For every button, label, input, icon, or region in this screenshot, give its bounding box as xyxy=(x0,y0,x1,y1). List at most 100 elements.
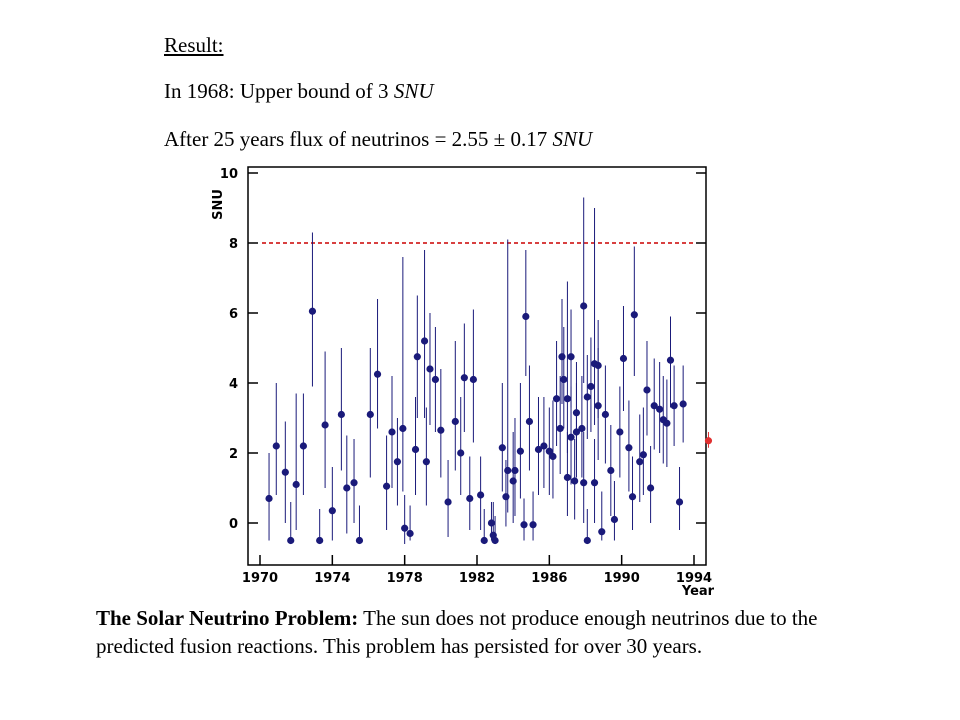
caption: The Solar Neutrino Problem: The sun does… xyxy=(96,604,836,660)
y-tick-label: 4 xyxy=(229,377,238,392)
data-point xyxy=(525,417,534,426)
data-point xyxy=(504,466,512,475)
data-point xyxy=(437,426,445,434)
data-point xyxy=(567,433,575,441)
x-tick-label: 1982 xyxy=(459,571,495,586)
y-tick-label: 0 xyxy=(229,517,238,532)
data-point xyxy=(670,402,678,410)
data-point xyxy=(343,484,351,492)
y-axis-label: SNU xyxy=(211,189,226,220)
data-point xyxy=(413,353,421,361)
data-point xyxy=(422,458,430,466)
x-tick-label: 1994 xyxy=(676,571,712,586)
data-point xyxy=(316,536,324,545)
line-1968-upper-bound: In 1968: Upper bound of 3 SNU xyxy=(164,79,434,104)
data-point xyxy=(337,410,345,419)
data-point xyxy=(583,393,591,401)
data-point xyxy=(460,374,468,382)
data-point xyxy=(491,536,499,545)
data-point xyxy=(675,498,684,506)
data-point xyxy=(292,480,300,489)
data-point xyxy=(466,494,474,503)
caption-body: The sun does not produce enough neutrino… xyxy=(96,606,818,658)
data-points xyxy=(265,197,713,545)
data-point xyxy=(619,354,628,363)
data-point xyxy=(580,479,588,487)
result-label: Result: xyxy=(164,33,224,57)
data-point xyxy=(580,302,588,310)
data-point xyxy=(545,447,553,455)
data-point xyxy=(571,477,579,485)
data-point xyxy=(598,528,606,536)
data-point xyxy=(643,386,651,394)
data-point xyxy=(509,477,517,485)
data-point xyxy=(560,375,568,384)
y-tick-label: 10 xyxy=(220,167,238,182)
data-point xyxy=(663,419,671,427)
data-point xyxy=(679,400,687,408)
data-point xyxy=(308,307,317,315)
y-tick-label: 2 xyxy=(229,447,238,462)
y-tick-label: 6 xyxy=(229,307,238,322)
data-point xyxy=(556,424,564,433)
data-point xyxy=(477,491,485,499)
data-point xyxy=(704,437,713,445)
x-tick-label: 1974 xyxy=(314,571,350,586)
data-point xyxy=(590,479,599,487)
data-point xyxy=(558,353,566,361)
line-25-unit: SNU xyxy=(552,127,593,151)
data-point xyxy=(373,370,382,378)
data-point xyxy=(281,468,289,476)
x-tick-label: 1978 xyxy=(387,571,423,586)
data-point xyxy=(366,410,374,419)
data-point xyxy=(572,409,581,417)
data-point xyxy=(393,458,402,466)
data-point xyxy=(287,536,295,545)
line-25-years-flux: After 25 years flux of neutrinos = 2.55 … xyxy=(164,127,592,152)
data-point xyxy=(647,484,655,492)
data-point xyxy=(444,498,452,506)
data-point xyxy=(265,494,273,503)
data-point xyxy=(406,529,414,538)
x-axis-label: Year xyxy=(681,584,715,599)
data-point xyxy=(431,375,440,384)
data-point xyxy=(563,395,572,403)
data-point xyxy=(480,536,488,545)
data-point xyxy=(511,466,519,475)
data-point xyxy=(636,458,644,466)
data-point xyxy=(578,424,586,433)
data-point xyxy=(382,482,391,490)
data-point xyxy=(601,410,609,419)
x-tick-label: 1986 xyxy=(531,571,567,586)
data-point xyxy=(594,361,602,370)
data-point xyxy=(451,417,459,426)
data-point xyxy=(529,521,537,529)
axis-ticks: 0 2 4 6 8 10 1970 1974 1978 1982 1986 1990 1994 xyxy=(220,167,712,586)
data-point xyxy=(552,395,561,403)
data-point xyxy=(522,312,530,321)
data-point xyxy=(487,519,496,527)
data-point xyxy=(516,447,525,455)
data-point xyxy=(272,442,280,450)
data-point xyxy=(628,493,637,501)
data-point xyxy=(610,515,619,524)
plot-frame xyxy=(247,166,707,566)
data-point xyxy=(567,353,575,361)
data-point xyxy=(583,536,591,545)
data-point xyxy=(656,405,664,413)
data-point xyxy=(426,365,434,373)
data-point xyxy=(420,337,429,345)
data-point xyxy=(625,444,633,452)
data-point xyxy=(607,466,615,475)
data-point xyxy=(666,356,675,364)
data-point xyxy=(498,444,506,452)
line-1968-unit: SNU xyxy=(393,79,434,103)
data-point xyxy=(540,442,548,450)
data-point xyxy=(411,445,420,454)
data-point xyxy=(469,375,477,384)
data-point xyxy=(534,445,543,454)
x-tick-label: 1970 xyxy=(242,571,278,586)
data-point xyxy=(616,428,624,436)
data-point xyxy=(328,507,336,515)
